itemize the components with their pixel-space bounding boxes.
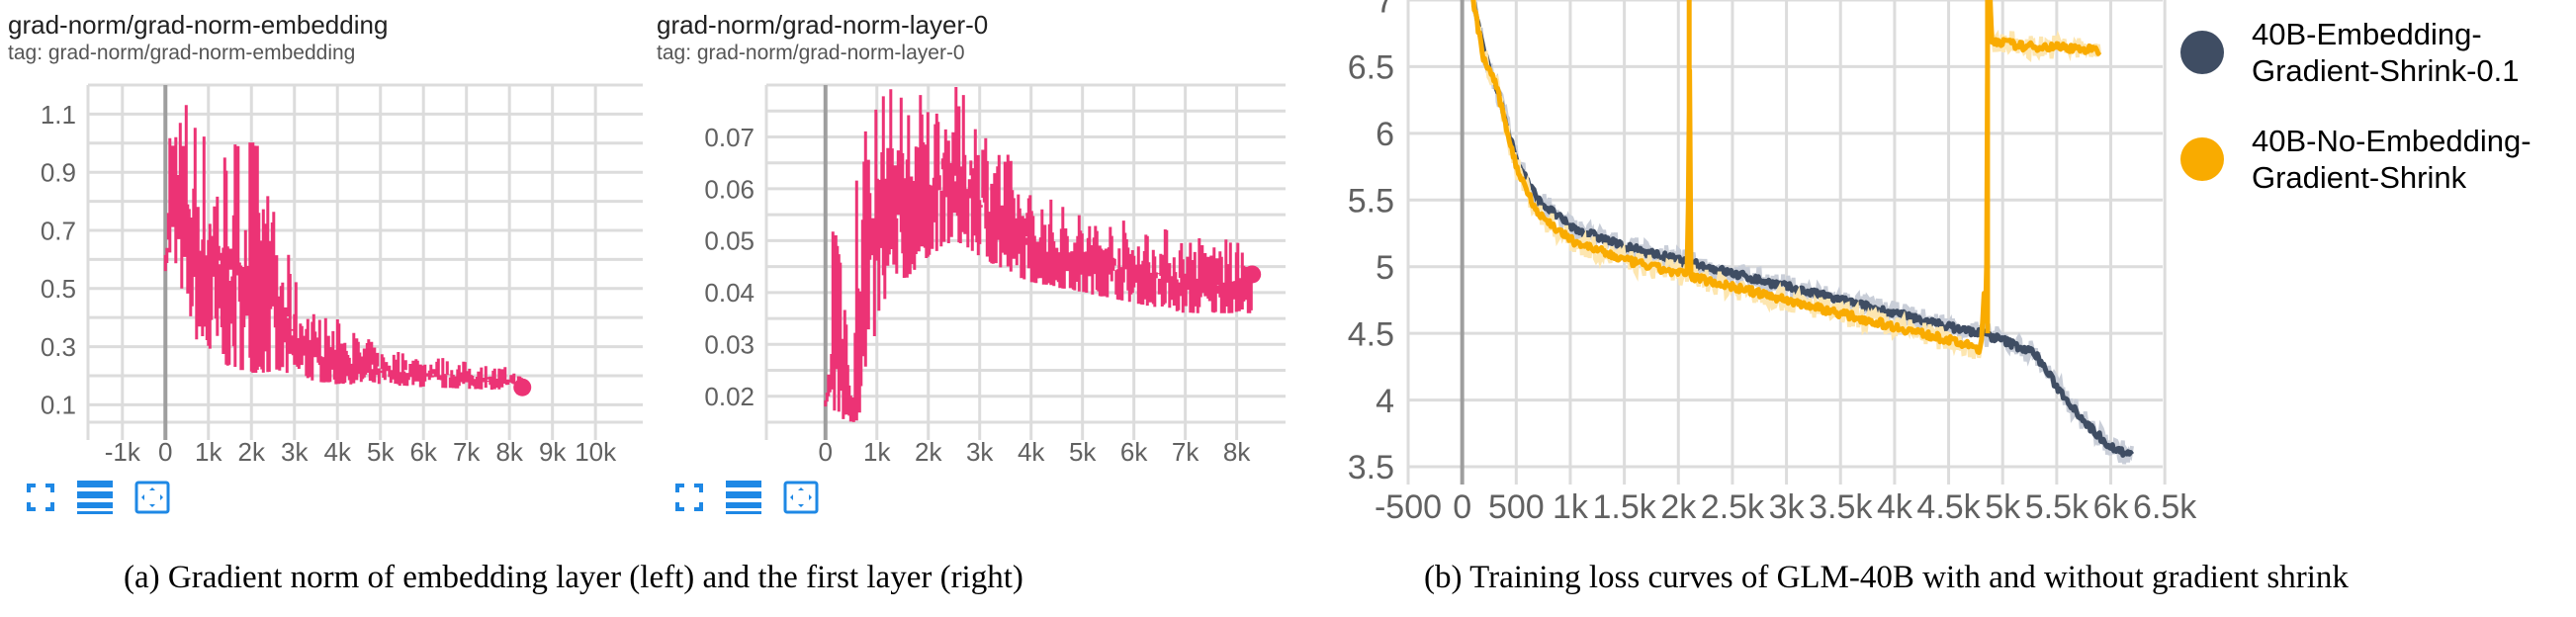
fit-domain-icon[interactable] [783, 481, 819, 514]
y-tick-label: 0.02 [704, 382, 755, 411]
y-tick-label: 4.5 [1348, 315, 1394, 353]
x-tick-label: 4k [1018, 437, 1045, 467]
fit-domain-icon[interactable] [134, 481, 170, 514]
series-band-0 [1471, 0, 2134, 465]
x-tick-label: 2k [915, 437, 942, 467]
y-tick-label: 0.06 [704, 174, 755, 204]
x-tick-label: 0 [819, 437, 833, 467]
x-tick-label: 3.5k [1809, 488, 1873, 526]
x-tick-label: -1k [105, 437, 141, 467]
series-noise-0 [163, 105, 523, 391]
x-tick-label: 6k [409, 437, 437, 467]
x-tick-label: 1.5k [1592, 488, 1656, 526]
x-tick-label: 2k [1660, 488, 1697, 526]
x-tick-label: 6k [2093, 488, 2130, 526]
caption-a: (a) Gradient norm of embedding layer (le… [124, 560, 1023, 595]
x-tick-label: -500 [1375, 488, 1442, 526]
x-tick-label: 5k [1985, 488, 2021, 526]
x-tick-label: 10k [575, 437, 617, 467]
charts-canvas: -1k 0 1k 2k 3k 4k 5k 6k 7k 8k 9k 10k 0.1 0.3 0.5 0.7 0.9… [41, 0, 2197, 526]
x-tick-label: 500 [1488, 488, 1545, 526]
series-line-0 [1471, 0, 2135, 458]
x-tick-label: 4k [1877, 488, 1913, 526]
y-tick-label: 5.5 [1348, 183, 1394, 220]
x-tick-label: 1k [863, 437, 891, 467]
panel-tag-layer-0: tag: grad-norm/grad-norm-layer-0 [657, 42, 965, 64]
y-tick-label: 4 [1376, 383, 1394, 420]
toolbar-embedding [26, 481, 170, 514]
x-tick-label: 8k [495, 437, 523, 467]
x-tick-label: 7k [1172, 437, 1199, 467]
x-tick-label: 2.5k [1701, 488, 1765, 526]
x-tick-label: 5k [1069, 437, 1097, 467]
x-tick-label: 8k [1223, 437, 1251, 467]
y-tick-label: 0.07 [704, 123, 755, 152]
y-tick-label: 1.1 [41, 100, 76, 130]
last-value-marker [513, 378, 532, 397]
panel-tag-embedding: tag: grad-norm/grad-norm-embedding [8, 42, 356, 64]
y-tick-label: 0.1 [41, 391, 76, 420]
caption-b: (b) Training loss curves of GLM-40B with… [1424, 560, 2349, 595]
legend-dot-no-shrink [2180, 137, 2224, 181]
x-tick-label: 3k [1769, 488, 1806, 526]
y-tick-label: 0.03 [704, 330, 755, 360]
y-tick-label: 0.04 [704, 278, 755, 308]
panel-title-embedding: grad-norm/grad-norm-embedding [8, 10, 389, 40]
y-tick-label: 7 [1376, 0, 1394, 20]
x-tick-label: 2k [238, 437, 266, 467]
x-tick-label: 5.5k [2025, 488, 2089, 526]
x-tick-label: 5k [367, 437, 395, 467]
last-value-marker [1243, 265, 1262, 284]
x-tick-label: 6k [1120, 437, 1148, 467]
x-tick-label: 9k [539, 437, 567, 467]
y-tick-label: 5 [1376, 249, 1394, 287]
list-icon[interactable] [726, 481, 761, 514]
x-tick-label: 3k [966, 437, 994, 467]
x-tick-label: 1k [1553, 488, 1589, 526]
series-line-1 [1470, 0, 2102, 355]
x-tick-label: 0 [1453, 488, 1471, 526]
legend-dot-shrink [2180, 31, 2224, 74]
series-noise-1 [824, 87, 1253, 422]
panel-title-layer-0: grad-norm/grad-norm-layer-0 [657, 10, 989, 40]
y-tick-label: 6 [1376, 116, 1394, 153]
y-tick-label: 0.3 [41, 332, 76, 362]
legend-label-shrink: 40B-Embedding- Gradient-Shrink-0.1 [2252, 17, 2520, 88]
y-tick-label: 6.5 [1348, 49, 1394, 87]
y-tick-label: 0.7 [41, 216, 76, 245]
x-tick-label: 7k [453, 437, 481, 467]
legend-label-no-shrink: 40B-No-Embedding- Gradient-Shrink [2252, 124, 2532, 195]
x-tick-label: 4k [323, 437, 351, 467]
toolbar-layer-0 [674, 481, 819, 514]
x-tick-label: 1k [195, 437, 222, 467]
x-tick-label: 3k [281, 437, 309, 467]
x-tick-label: 6.5k [2133, 488, 2197, 526]
x-tick-label: 0 [158, 437, 172, 467]
x-tick-label: 4.5k [1916, 488, 1981, 526]
y-tick-label: 3.5 [1348, 449, 1394, 486]
y-tick-label: 0.05 [704, 226, 755, 256]
list-icon[interactable] [77, 481, 113, 514]
fullscreen-icon[interactable] [26, 483, 55, 512]
y-tick-label: 0.9 [41, 158, 76, 188]
y-tick-label: 0.5 [41, 274, 76, 304]
fullscreen-icon[interactable] [674, 483, 704, 512]
